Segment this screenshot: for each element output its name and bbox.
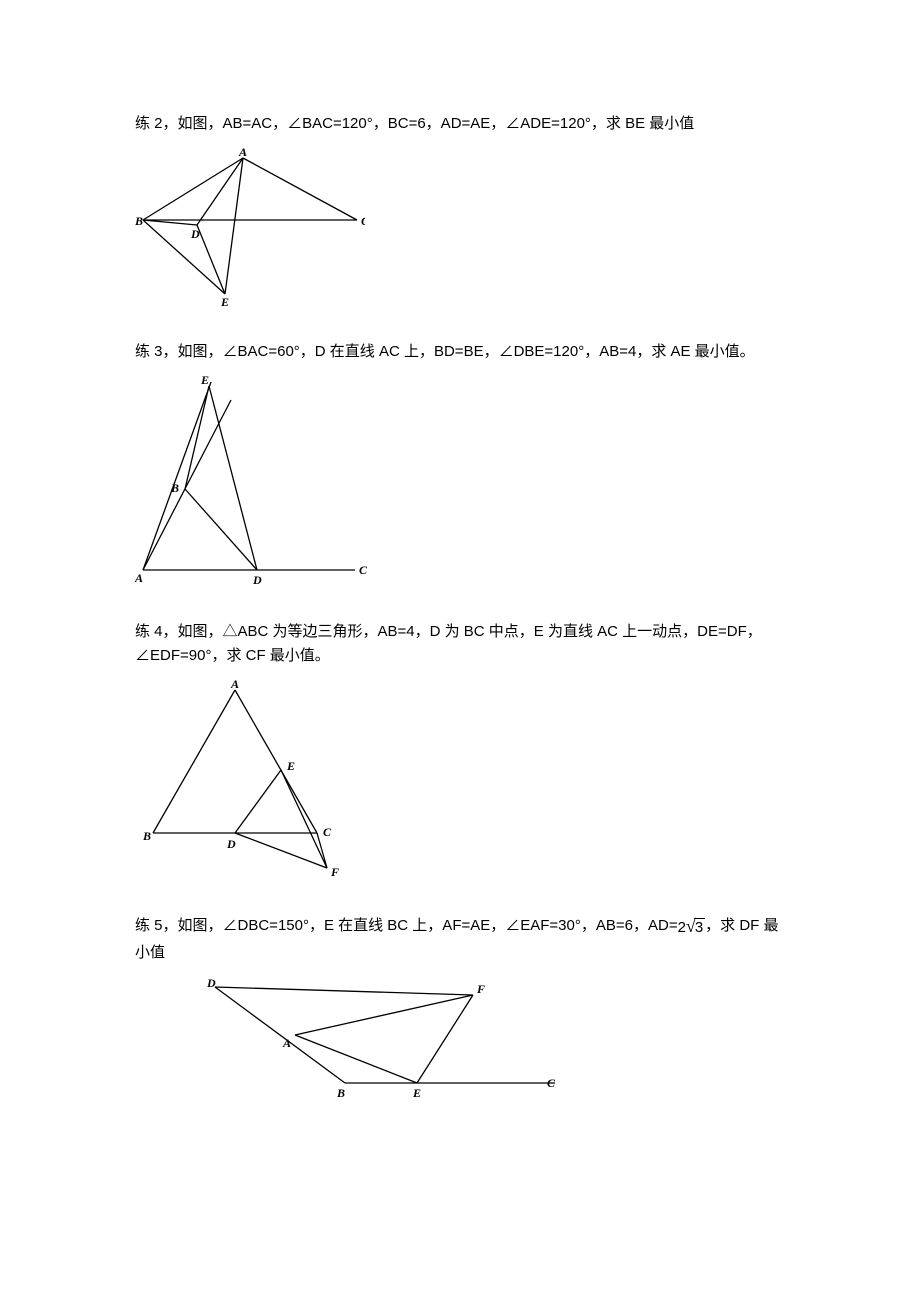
problem-3-text: 练 3，如图，∠BAC=60°，D 在直线 AC 上，BD=BE，∠DBE=12… — [135, 340, 790, 364]
label-D: D — [252, 573, 262, 587]
label-E: E — [412, 1086, 421, 1100]
problem-2-figure: A B C D E — [135, 146, 790, 316]
problem-5-text-pre: 练 5，如图，∠DBC=150°，E 在直线 BC 上，AF=AE，∠EAF=3… — [135, 917, 678, 934]
figure-p5: D F A B E C — [195, 975, 565, 1107]
label-D: D — [190, 227, 200, 241]
label-C: C — [361, 214, 365, 228]
problem-4-figure: A B C D E F — [135, 678, 790, 888]
label-B: B — [135, 214, 143, 228]
label-C: C — [359, 563, 368, 577]
label-C: C — [547, 1076, 556, 1090]
sqrt-radicand: 3 — [694, 918, 705, 936]
label-E: E — [220, 295, 229, 308]
label-F: F — [330, 865, 339, 879]
label-A: A — [282, 1036, 291, 1050]
label-D: D — [206, 976, 216, 990]
label-A: A — [230, 678, 239, 691]
label-B: B — [142, 829, 151, 843]
figure-p2: A B C D E — [135, 146, 365, 308]
figure-p3: A B C D E — [135, 374, 375, 588]
problem-4-text: 练 4，如图，△ABC 为等边三角形，AB=4，D 为 BC 中点，E 为直线 … — [135, 620, 790, 668]
sqrt-expr: 2√3 — [678, 912, 706, 941]
sqrt-coef: 2 — [678, 919, 686, 936]
problem-3: 练 3，如图，∠BAC=60°，D 在直线 AC 上，BD=BE，∠DBE=12… — [135, 340, 790, 596]
label-A: A — [135, 571, 143, 585]
label-D: D — [226, 837, 236, 851]
figure-p4: A B C D E F — [135, 678, 365, 880]
label-F: F — [476, 982, 485, 996]
label-B: B — [336, 1086, 345, 1100]
problem-5-figure: D F A B E C — [195, 975, 790, 1115]
problem-4: 练 4，如图，△ABC 为等边三角形，AB=4，D 为 BC 中点，E 为直线 … — [135, 620, 790, 888]
label-B: B — [170, 481, 179, 495]
label-C: C — [323, 825, 332, 839]
problem-2: 练 2，如图，AB=AC，∠BAC=120°，BC=6，AD=AE，∠ADE=1… — [135, 112, 790, 316]
label-E: E — [286, 759, 295, 773]
problem-2-text: 练 2，如图，AB=AC，∠BAC=120°，BC=6，AD=AE，∠ADE=1… — [135, 112, 790, 136]
problem-3-figure: A B C D E — [135, 374, 790, 596]
problem-5: 练 5，如图，∠DBC=150°，E 在直线 BC 上，AF=AE，∠EAF=3… — [135, 912, 790, 1115]
label-A: A — [238, 146, 247, 159]
label-E: E — [200, 374, 209, 387]
problem-5-text: 练 5，如图，∠DBC=150°，E 在直线 BC 上，AF=AE，∠EAF=3… — [135, 912, 790, 965]
